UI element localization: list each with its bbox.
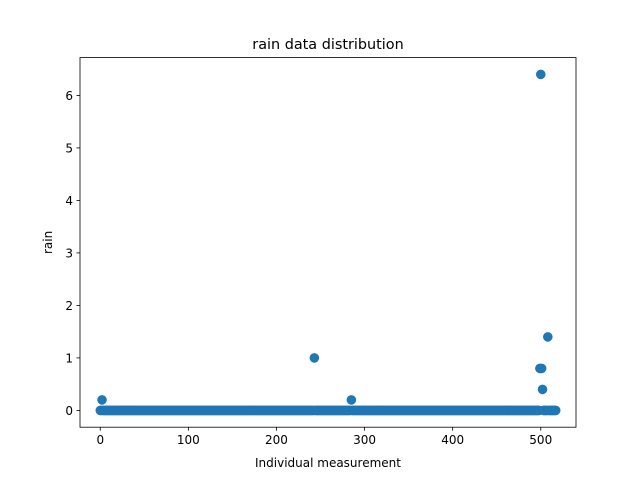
chart-title: rain data distribution (252, 37, 403, 53)
x-tick-label: 400 (441, 433, 464, 447)
y-tick-label: 4 (65, 194, 73, 208)
x-tick-label: 500 (529, 433, 552, 447)
data-point (550, 405, 561, 416)
x-axis-ticks: 0 100 200 300 400 500 (96, 427, 552, 447)
y-tick-label: 1 (65, 351, 73, 365)
y-tick-label: 5 (65, 141, 73, 155)
y-tick-label: 6 (65, 89, 73, 103)
data-point (97, 395, 107, 405)
x-tick-label: 0 (96, 433, 104, 447)
y-axis-label: rain (41, 231, 55, 254)
y-tick-label: 2 (65, 299, 73, 313)
data-point (309, 353, 320, 363)
data-point (537, 384, 548, 395)
x-axis-label: Individual measurement (255, 456, 401, 470)
scatter-points (95, 69, 561, 416)
plot-frame (79, 57, 577, 428)
x-tick-label: 100 (177, 433, 200, 447)
y-tick-label: 0 (65, 404, 73, 418)
data-point (535, 69, 546, 80)
y-tick-label: 3 (65, 246, 73, 260)
data-point (536, 363, 547, 374)
x-tick-label: 200 (265, 433, 288, 447)
data-point (543, 332, 553, 342)
y-axis-ticks: 0 1 2 3 4 5 6 (65, 89, 80, 418)
x-tick-label: 300 (353, 433, 376, 447)
data-point (346, 395, 357, 405)
